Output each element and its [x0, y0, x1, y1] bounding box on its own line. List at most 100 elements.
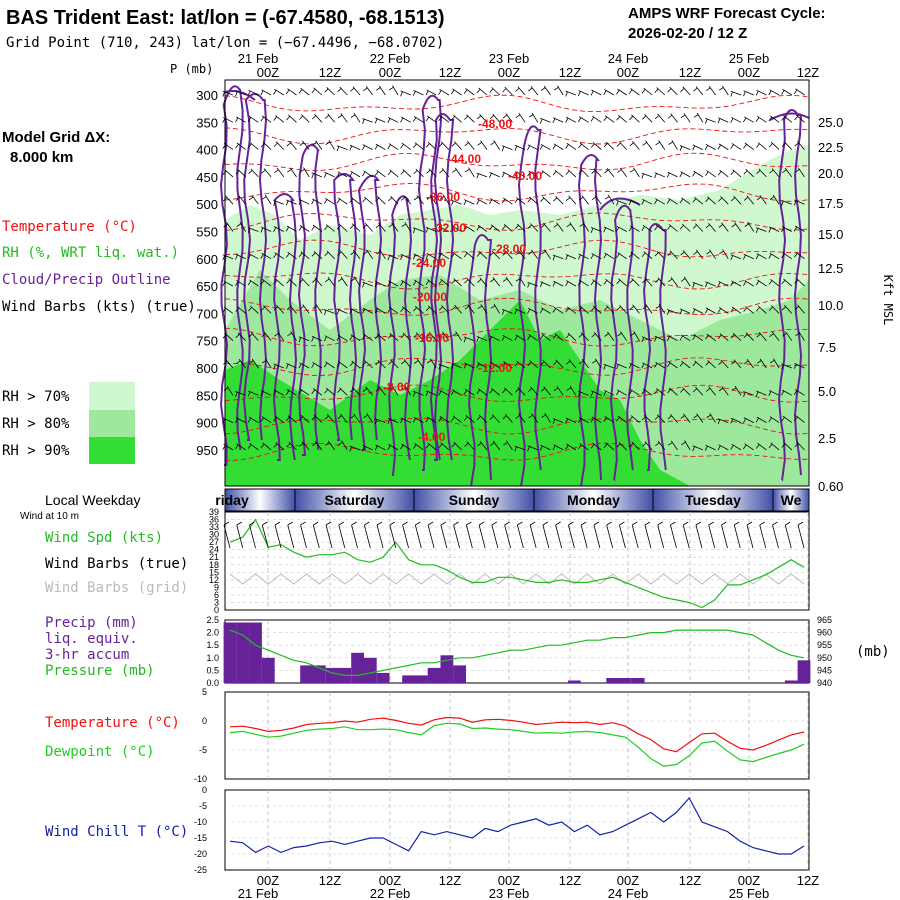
wind-barb: [657, 277, 666, 287]
time-tick-bottom: 00Z: [257, 873, 279, 888]
wind-barb-feather: [769, 169, 774, 174]
y-tick-label: 0: [202, 785, 207, 795]
legend-wind-barbs: Wind Barbs (kts) (true): [2, 299, 196, 315]
wind-barb-feather: [553, 87, 559, 91]
wind-barb-feather: [540, 197, 545, 202]
wind-barb: [745, 332, 754, 341]
wind-barb-feather: [438, 90, 442, 95]
wind-barb-feather: [501, 172, 505, 178]
y-tick-label: 945: [817, 665, 832, 675]
wind-barb-feather: [527, 224, 532, 229]
wind-barb-feather: [629, 142, 634, 147]
wind-barb: [235, 391, 246, 396]
wind-barb-feather: [260, 227, 264, 233]
wind-barb-feather: [260, 306, 265, 311]
wind-barb-feather: [273, 142, 278, 147]
wind-barb-feather: [501, 362, 506, 368]
weekday-band-label: Local Weekday: [45, 492, 140, 508]
wind-barb-feather: [793, 390, 798, 396]
surface-wind-barb: [440, 524, 448, 549]
wind-barb-feather: [362, 198, 367, 203]
wind-barb-feather: [668, 141, 674, 145]
surface-wind-barb: [363, 524, 371, 549]
wind-barb-feather: [666, 336, 670, 342]
wind-barb-feather: [654, 252, 659, 257]
model-grid-value: 8.000 km: [10, 149, 73, 166]
wind-barb: [565, 254, 577, 260]
wind-barb-feather: [452, 332, 457, 337]
wind-barb-feather: [362, 446, 365, 451]
wind-barb-feather: [667, 278, 673, 283]
wind-barb-feather: [400, 334, 405, 339]
surface-wind-barb: [733, 524, 741, 549]
wind-barb-feather: [412, 254, 416, 260]
dewpoint-line: [229, 722, 805, 767]
wind-barb-feather: [425, 254, 429, 259]
cloud-column-outline: [777, 109, 803, 481]
wind-barb: [718, 280, 729, 287]
pressure-tick-label: 350: [196, 115, 218, 130]
wind-barb: [747, 221, 755, 232]
wind-barb: [566, 116, 577, 123]
weekday-cell: [773, 489, 809, 511]
wind-barb-feather: [273, 279, 278, 285]
wind-barb-feather: [515, 388, 520, 393]
wind-barb-feather: [692, 224, 697, 229]
wind-barb-feather: [552, 445, 556, 451]
cloud-column-outline: [332, 173, 358, 441]
precip-bar: [376, 672, 390, 683]
wind-barb-feather: [693, 114, 699, 118]
wind-barb-feather: [565, 418, 569, 424]
surface-wind-barb: [236, 524, 244, 549]
wind-barb: [301, 441, 310, 451]
wind-barb: [455, 331, 462, 341]
wind-barb: [337, 171, 348, 178]
wind-barb-feather: [338, 441, 343, 446]
wind-barb: [288, 441, 297, 451]
wind-barb-feather: [425, 391, 429, 397]
wind-barb-feather: [527, 388, 533, 393]
wind-barb: [286, 199, 297, 205]
wind-barb-feather: [680, 251, 685, 256]
wind-barb-feather: [528, 414, 534, 419]
date-label-top: 21 Feb: [238, 51, 278, 66]
wind-barb-feather: [553, 387, 559, 392]
wind-barb-feather: [527, 309, 531, 314]
wind-barb-feather: [616, 253, 620, 258]
wind-barb-feather: [527, 198, 532, 203]
wind-barb-feather: [400, 117, 404, 123]
wind-barb-feather: [591, 196, 597, 201]
wind-barb-feather: [261, 196, 267, 200]
wind-barb-feather: [565, 255, 568, 261]
surface-wind-barb-feather: [478, 521, 485, 526]
surface-wind-barb-feather: [759, 521, 765, 526]
wind-barb-feather: [298, 252, 303, 258]
wind-barb-feather: [539, 334, 544, 340]
wind-barb: [238, 195, 247, 205]
wind-barb-feather: [781, 364, 784, 370]
y-tick-label: 33: [209, 522, 219, 532]
surface-wind-barb: [644, 524, 652, 549]
wind-barb-feather: [337, 415, 342, 420]
wind-barb-feather: [667, 114, 673, 119]
wind-barb: [261, 115, 272, 123]
wind-barb: [248, 390, 259, 396]
wind-barb-feather: [260, 90, 264, 96]
wind-barb: [707, 196, 716, 205]
surface-wind-barb: [351, 524, 358, 549]
wind-barb: [440, 278, 450, 287]
wind-barb: [261, 252, 272, 260]
weekday-label: Tuesday: [685, 492, 741, 508]
wind-barb-feather: [756, 360, 762, 364]
wind-barb-feather: [235, 143, 239, 149]
wind-barb: [452, 88, 462, 96]
wind-barb-feather: [260, 143, 265, 148]
wind-barb: [656, 414, 666, 423]
weekday-label: We: [781, 492, 802, 508]
wind-barb: [300, 87, 310, 96]
precip-bar: [453, 665, 466, 683]
wind-barb-feather: [744, 223, 750, 227]
wind-barb-feather: [463, 416, 468, 421]
surface-wind-barb: [389, 524, 397, 549]
wind-barb: [416, 358, 424, 369]
